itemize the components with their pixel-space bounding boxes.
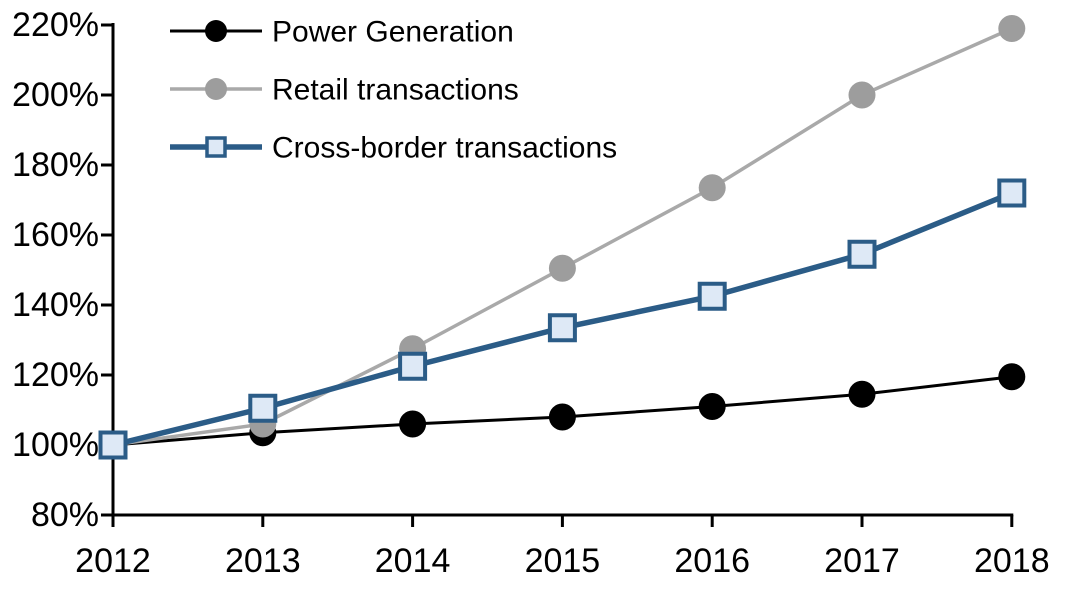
data-point-retail-transactions bbox=[998, 15, 1026, 42]
x-axis-tick-label: 2014 bbox=[375, 542, 451, 580]
legend-label-power-generation: Power Generation bbox=[272, 16, 514, 49]
legend-item-power-generation: Power Generation bbox=[170, 16, 514, 49]
retail-transactions-marker-icon bbox=[205, 78, 227, 100]
x-axis-tick-label: 2018 bbox=[974, 542, 1050, 580]
y-axis-tick-label: 160% bbox=[12, 216, 99, 254]
y-axis-tick-label: 140% bbox=[12, 286, 99, 324]
data-point-power-generation bbox=[399, 410, 427, 438]
y-axis-tick-label: 80% bbox=[31, 496, 99, 534]
data-point-cross-border-transactions bbox=[98, 430, 128, 460]
series-line-retail-transactions bbox=[112, 26, 1013, 447]
y-axis-tick-label: 120% bbox=[12, 356, 99, 394]
data-point-cross-border-transactions bbox=[997, 178, 1027, 208]
y-axis-tick-label: 200% bbox=[12, 76, 99, 114]
x-axis-tick-label: 2016 bbox=[674, 542, 750, 580]
data-point-power-generation bbox=[698, 393, 726, 420]
y-axis-tick-label: 100% bbox=[12, 426, 99, 464]
cross-border-transactions-marker-icon bbox=[205, 136, 227, 158]
data-point-retail-transactions bbox=[848, 81, 876, 109]
data-point-retail-transactions bbox=[698, 174, 726, 202]
legend-label-retail-transactions: Retail transactions bbox=[272, 74, 519, 107]
data-point-retail-transactions bbox=[548, 254, 576, 282]
data-point-power-generation bbox=[848, 380, 876, 408]
legend: Power Generation Retail transactions Cross… bbox=[170, 16, 617, 165]
data-point-power-generation bbox=[548, 403, 576, 431]
x-axis-tick-label: 2017 bbox=[824, 542, 900, 580]
legend-label-cross-border-transactions: Cross-border transactions bbox=[272, 132, 617, 165]
data-point-cross-border-transactions bbox=[398, 351, 428, 381]
data-point-cross-border-transactions bbox=[248, 393, 278, 423]
data-point-cross-border-transactions bbox=[697, 281, 727, 311]
legend-item-cross-border-transactions: Cross-border transactions bbox=[170, 132, 617, 165]
power-generation-marker-icon bbox=[205, 20, 227, 42]
x-axis-tick-label: 2013 bbox=[225, 542, 301, 580]
y-axis-tick-label: 220% bbox=[12, 6, 99, 44]
y-axis-tick-label: 180% bbox=[12, 146, 99, 184]
x-axis-tick-label: 2015 bbox=[525, 542, 601, 580]
data-point-cross-border-transactions bbox=[847, 239, 877, 269]
data-point-cross-border-transactions bbox=[547, 313, 577, 343]
x-axis-tick-label: 2012 bbox=[75, 542, 151, 580]
legend-item-retail-transactions: Retail transactions bbox=[170, 74, 519, 107]
data-point-power-generation bbox=[998, 363, 1026, 391]
